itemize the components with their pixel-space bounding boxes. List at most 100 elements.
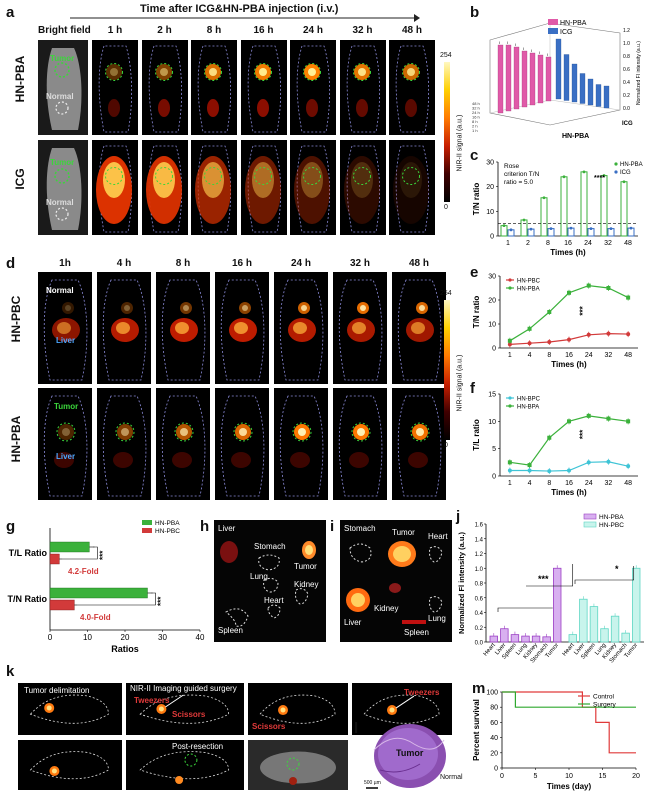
svg-text:***: *** [538,574,549,584]
panel-m-label: m [472,680,486,697]
panel-a-header: Time after ICG&HN-PBA injection (i.v.) [140,3,339,15]
svg-text:0: 0 [492,474,496,481]
time-label: 16 h [253,25,274,36]
svg-text:4.0-Fold: 4.0-Fold [80,613,111,622]
svg-text:1.2: 1.2 [623,28,630,34]
panel-h-label: h [200,518,210,535]
svg-text:HN-PBA: HN-PBA [599,514,624,521]
svg-text:0: 0 [48,633,53,642]
nir-tile-hnpbc-1 [38,272,92,384]
svg-text:Control: Control [593,694,615,701]
colorbar-a-min: 0 [444,204,448,211]
surgery-tile-5 [18,740,122,790]
svg-text:1.0: 1.0 [475,567,484,573]
bright-field-tile-1: Tumor Normal [38,40,88,135]
svg-text:16: 16 [564,240,572,247]
svg-text:***: *** [98,550,107,560]
panel-a-arrow [70,14,420,22]
panel-d-label: d [6,255,16,272]
svg-text:1: 1 [508,352,512,359]
svg-text:HN-PBC: HN-PBC [599,522,624,529]
nir-tile-hnpbc-5 [274,272,328,384]
svg-text:15: 15 [488,392,496,399]
surgery-tile-7 [248,740,348,790]
nir-tile-hnpba-7 [389,40,435,135]
nir-tile-hnpba-4 [215,388,269,500]
svg-text:0.2: 0.2 [623,93,630,99]
svg-text:HN-PBA: HN-PBA [560,20,587,27]
svg-text:I: I [523,46,524,51]
colorbar-a-label: NIR-II signal (a.u.) [456,114,464,172]
nir-tile-hnpba-5 [274,388,328,500]
nir-tile-hnpbc-4 [215,272,269,384]
colorbar-a [444,62,450,202]
svg-text:30: 30 [158,633,167,642]
svg-text:0.4: 0.4 [475,611,484,617]
svg-text:HN-PBA: HN-PBA [517,287,540,293]
i-label-kidney: Kidney [374,604,399,613]
row-label-hn-pba: HN-PBA [13,55,27,103]
surgery-tile-1 [18,683,122,735]
svg-text:16: 16 [565,480,573,487]
svg-text:20: 20 [632,773,640,780]
svg-text:I: I [507,40,508,45]
svg-text:48: 48 [624,480,632,487]
nir-tile-hnpba-5 [290,40,336,135]
svg-text:8: 8 [546,240,550,247]
svg-text:0.4: 0.4 [623,80,630,86]
d-normal-label: Normal [46,286,74,295]
svg-text:4: 4 [528,480,532,487]
nir-tile-hnpbc-2 [97,272,151,384]
svg-text:10: 10 [565,773,573,780]
i-label-stomach: Stomach [344,524,376,533]
svg-text:16 h: 16 h [472,115,480,120]
i-label-tumor: Tumor [392,528,415,537]
svg-text:20: 20 [488,298,496,305]
panel-j-chart: 0.00.20.40.60.81.01.21.41.6HeartLiverSpl… [457,513,644,664]
panel-c-chart: 0 10 20 30 1 2 8 16 24 32 48 T/N ratio Times (h) Rose… [472,160,643,258]
svg-text:4.2-Fold: 4.2-Fold [68,567,99,576]
svg-text:T/N ratio: T/N ratio [472,296,481,329]
time-label: 24 h [290,258,311,269]
panel-j-label: j [456,508,461,525]
panel-i-label: i [330,518,335,535]
i-label-heart: Heart [428,532,448,541]
h-label-spleen: Spleen [218,626,243,635]
svg-text:criterion T/N: criterion T/N [504,171,540,178]
time-label: 4 h [116,258,132,269]
svg-text:20: 20 [121,633,130,642]
svg-text:0.6: 0.6 [475,596,484,602]
svg-text:ICG: ICG [622,121,633,127]
svg-text:Normalized FI intensity (a.u.): Normalized FI intensity (a.u.) [636,41,642,105]
nir-tile-hnpba-3 [191,40,237,135]
svg-text:8: 8 [547,352,551,359]
panel-l-label: l [354,720,359,737]
panel-k-label: k [6,663,15,680]
svg-text:1 h: 1 h [472,128,478,133]
svg-text:Times (h): Times (h) [551,360,587,369]
i-label-lung: Lung [428,614,446,623]
svg-text:Percent survival: Percent survival [472,699,481,761]
panel-b-chart: I I I I I I I HN-PBA ICG 0.0 0.2 0.4 0.6 0.8 1.0 1.2 Nor… [472,19,642,140]
nir-tile-hnpba-4 [240,40,287,135]
svg-text:Heart: Heart [483,642,497,657]
svg-text:0: 0 [500,773,504,780]
svg-text:100: 100 [486,690,498,697]
nir-tile-hnpba-1 [38,388,92,500]
svg-text:5: 5 [534,773,538,780]
svg-text:10: 10 [83,633,92,642]
nir-tile-hnpbc-3 [156,272,210,384]
svg-text:I: I [531,48,532,53]
svg-text:1.0: 1.0 [623,41,630,47]
svg-text:20: 20 [486,184,494,191]
time-label: 8 h [206,25,222,36]
k-post-resection: Post-resection [172,742,224,751]
nir-tile-hnpba-6 [339,40,386,135]
svg-text:****: **** [594,175,605,182]
svg-text:Heart: Heart [562,642,576,657]
svg-text:***: *** [579,429,588,439]
h-label-tumor: Tumor [294,562,317,571]
svg-text:ICG: ICG [620,170,631,176]
